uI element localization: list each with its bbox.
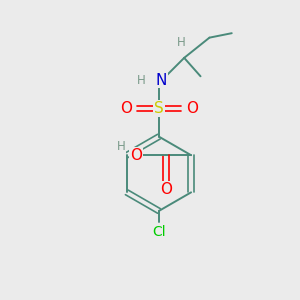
Text: S: S — [154, 101, 164, 116]
Text: H: H — [117, 140, 126, 153]
Text: O: O — [186, 101, 198, 116]
Text: O: O — [120, 101, 132, 116]
Text: Cl: Cl — [152, 225, 166, 239]
Text: H: H — [177, 36, 186, 49]
Text: O: O — [160, 182, 172, 197]
Text: N: N — [156, 73, 167, 88]
Text: O: O — [130, 148, 142, 163]
Text: H: H — [137, 74, 146, 87]
